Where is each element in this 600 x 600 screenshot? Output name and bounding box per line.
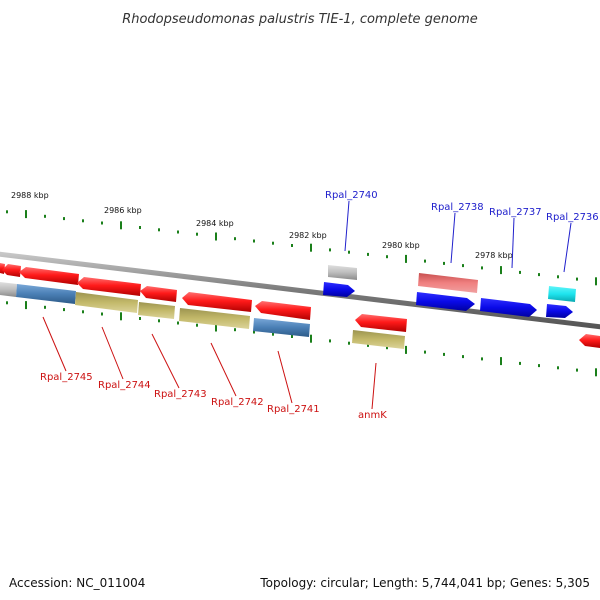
gene-feature[interactable]: [19, 267, 79, 285]
ruler-label-2978: 2978 kbp: [475, 251, 513, 260]
gene-feature[interactable]: [546, 304, 573, 318]
top-label-leaders: [344, 200, 572, 273]
gene-label-rpal-2738[interactable]: Rpal_2738: [431, 202, 484, 213]
gene-feature[interactable]: [77, 277, 141, 296]
gene-feature[interactable]: [480, 298, 537, 317]
accession-text: Accession: NC_011004: [9, 576, 145, 590]
genome-info-text: Topology: circular; Length: 5,744,041 bp…: [259, 576, 590, 590]
gene-label-rpal-2744[interactable]: Rpal_2744: [98, 380, 151, 391]
map-title: Rhodopseudomonas palustris TIE-1, comple…: [122, 12, 478, 27]
gene-label-rpal-2742[interactable]: Rpal_2742: [211, 397, 264, 408]
gene-feature[interactable]: [75, 292, 138, 313]
ruler-label-2986: 2986 kbp: [104, 206, 142, 215]
ruler-label-2982: 2982 kbp: [289, 231, 327, 240]
gene-feature[interactable]: [255, 301, 311, 320]
ruler-label-2988: 2988 kbp: [11, 191, 49, 200]
gene-feature[interactable]: [323, 282, 355, 297]
gene-label-rpal-2741[interactable]: Rpal_2741: [267, 404, 320, 415]
gene-feature[interactable]: [418, 273, 478, 293]
gene-label-rpal-2736[interactable]: Rpal_2736: [546, 212, 599, 223]
gene-feature[interactable]: [328, 265, 357, 280]
gene-feature[interactable]: [16, 284, 76, 304]
gene-feature[interactable]: [355, 314, 407, 332]
gene-feature[interactable]: [179, 308, 250, 329]
gene-feature[interactable]: [548, 286, 576, 302]
genome-backbone: [0, 251, 600, 330]
gene-label-rpal-2745[interactable]: Rpal_2745: [40, 372, 93, 383]
gene-feature[interactable]: [182, 292, 252, 312]
gene-feature[interactable]: [416, 292, 475, 311]
gene-track-lower: [0, 282, 405, 349]
gene-feature[interactable]: [253, 318, 310, 337]
gene-feature[interactable]: [352, 330, 405, 349]
outer-tick-track: [6, 210, 597, 286]
gene-track-forward: [323, 265, 576, 318]
gene-feature[interactable]: [579, 334, 600, 348]
gene-label-rpal-2743[interactable]: Rpal_2743: [154, 389, 207, 400]
gene-label-rpal-2737[interactable]: Rpal_2737: [489, 207, 542, 218]
gene-feature[interactable]: [140, 286, 177, 302]
gene-feature[interactable]: [138, 302, 175, 319]
gene-track-reverse: [0, 263, 600, 348]
gene-feature[interactable]: [0, 282, 17, 297]
gene-label-anmk[interactable]: anmK: [358, 410, 387, 421]
gene-label-rpal-2740[interactable]: Rpal_2740: [325, 190, 378, 201]
gene-feature[interactable]: [2, 264, 21, 277]
bottom-label-leaders: [42, 316, 377, 410]
ruler-label-2984: 2984 kbp: [196, 219, 234, 228]
inner-tick-track: [6, 301, 597, 377]
ruler-label-2980: 2980 kbp: [382, 241, 420, 250]
